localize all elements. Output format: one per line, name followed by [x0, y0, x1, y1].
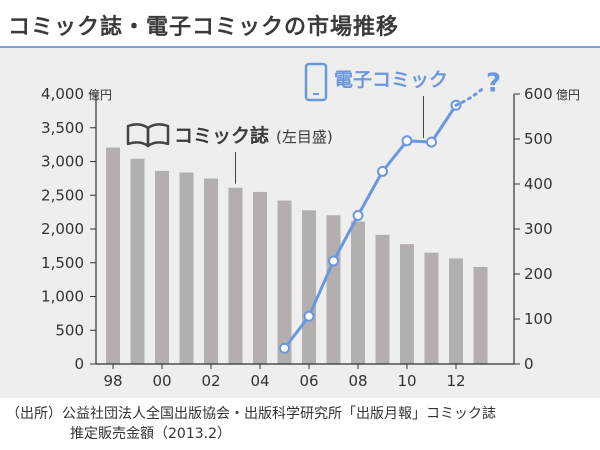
bar [424, 252, 439, 364]
line-point [401, 135, 413, 147]
x-tick-label: 98 [103, 372, 122, 390]
bar [277, 200, 292, 364]
line-point [352, 210, 364, 221]
smartphone-icon [304, 62, 328, 102]
x-tick-label: 00 [152, 372, 171, 390]
plot-background [0, 48, 600, 398]
bar [449, 258, 463, 364]
source-note: （出所）公益社団法人全国出版協会・出版科学研究所「出版月報」コミック誌 推定販売… [6, 404, 496, 444]
left-tick-label: 3,500 [41, 119, 84, 137]
book-icon-right-page [146, 123, 170, 148]
bar [375, 234, 390, 364]
line-series: ? [279, 68, 501, 354]
axes-layer: 0 500 1,000 1,500 2,000 2,500 3,000 3,500 4,000 億… [41, 85, 580, 390]
legend-bar-label: コミック誌 [174, 124, 269, 147]
line-point [303, 310, 315, 322]
right-axis-unit: 億円 [556, 88, 580, 102]
source-line-1: （出所）公益社団法人全国出版協会・出版科学研究所「出版月報」コミック誌 [6, 406, 496, 422]
bar [400, 244, 414, 364]
left-axis-unit: 億円 [88, 88, 112, 102]
line-point [377, 165, 388, 177]
book-icon [126, 123, 150, 148]
right-tick-label: 0 [524, 355, 534, 373]
left-tick-label: 500 [55, 321, 84, 339]
legend-line-label: 電子コミック [334, 69, 448, 91]
bar [228, 187, 243, 364]
annotation-layer: コミック誌 (左目盛) 電子コミック [126, 62, 448, 184]
left-tick-label: 4,000 [41, 85, 84, 103]
projection-question-mark: ? [486, 68, 501, 98]
source-line-2: 推定販売金額（2013.2） [70, 426, 231, 442]
bar [106, 147, 120, 364]
bar-series [106, 147, 488, 364]
right-tick-label: 500 [524, 130, 553, 148]
legend-bar-note: (左目盛) [276, 128, 333, 146]
bar [326, 215, 341, 364]
right-tick-label: 300 [524, 220, 553, 238]
bar [253, 191, 267, 364]
x-tick-label: 02 [201, 372, 220, 390]
bar [204, 178, 218, 364]
x-tick-label: 12 [446, 372, 465, 390]
projection-dots [454, 87, 484, 107]
bar [130, 158, 145, 364]
bar [351, 221, 365, 364]
bar [155, 170, 169, 364]
left-tick-label: 2,000 [41, 220, 84, 238]
line-point [426, 136, 437, 148]
left-tick-label: 1,000 [41, 288, 84, 306]
bar [473, 266, 488, 364]
chart-title: コミック誌・電子コミックの市場推移 [8, 15, 400, 40]
right-tick-label: 100 [524, 310, 553, 328]
x-tick-label: 10 [397, 372, 416, 390]
x-tick-label: 08 [348, 372, 367, 390]
x-tick-label: 04 [250, 372, 269, 390]
right-tick-label: 400 [524, 175, 553, 193]
left-tick-label: 3,000 [41, 153, 84, 171]
right-tick-label: 600 [524, 85, 553, 103]
line-point [328, 255, 339, 267]
x-tick-label: 06 [299, 372, 318, 390]
left-tick-label: 1,500 [41, 254, 84, 272]
left-tick-label: 0 [74, 355, 84, 373]
bar [179, 172, 194, 364]
right-tick-label: 200 [524, 265, 553, 283]
chart-area: 0 500 1,000 1,500 2,000 2,500 3,000 3,500 4,000 億… [41, 62, 580, 390]
title-band: コミック誌・電子コミックの市場推移 [0, 0, 600, 46]
bar [302, 210, 316, 364]
line-point [279, 342, 290, 354]
title-rule [0, 46, 600, 48]
left-tick-label: 2,500 [41, 186, 84, 204]
